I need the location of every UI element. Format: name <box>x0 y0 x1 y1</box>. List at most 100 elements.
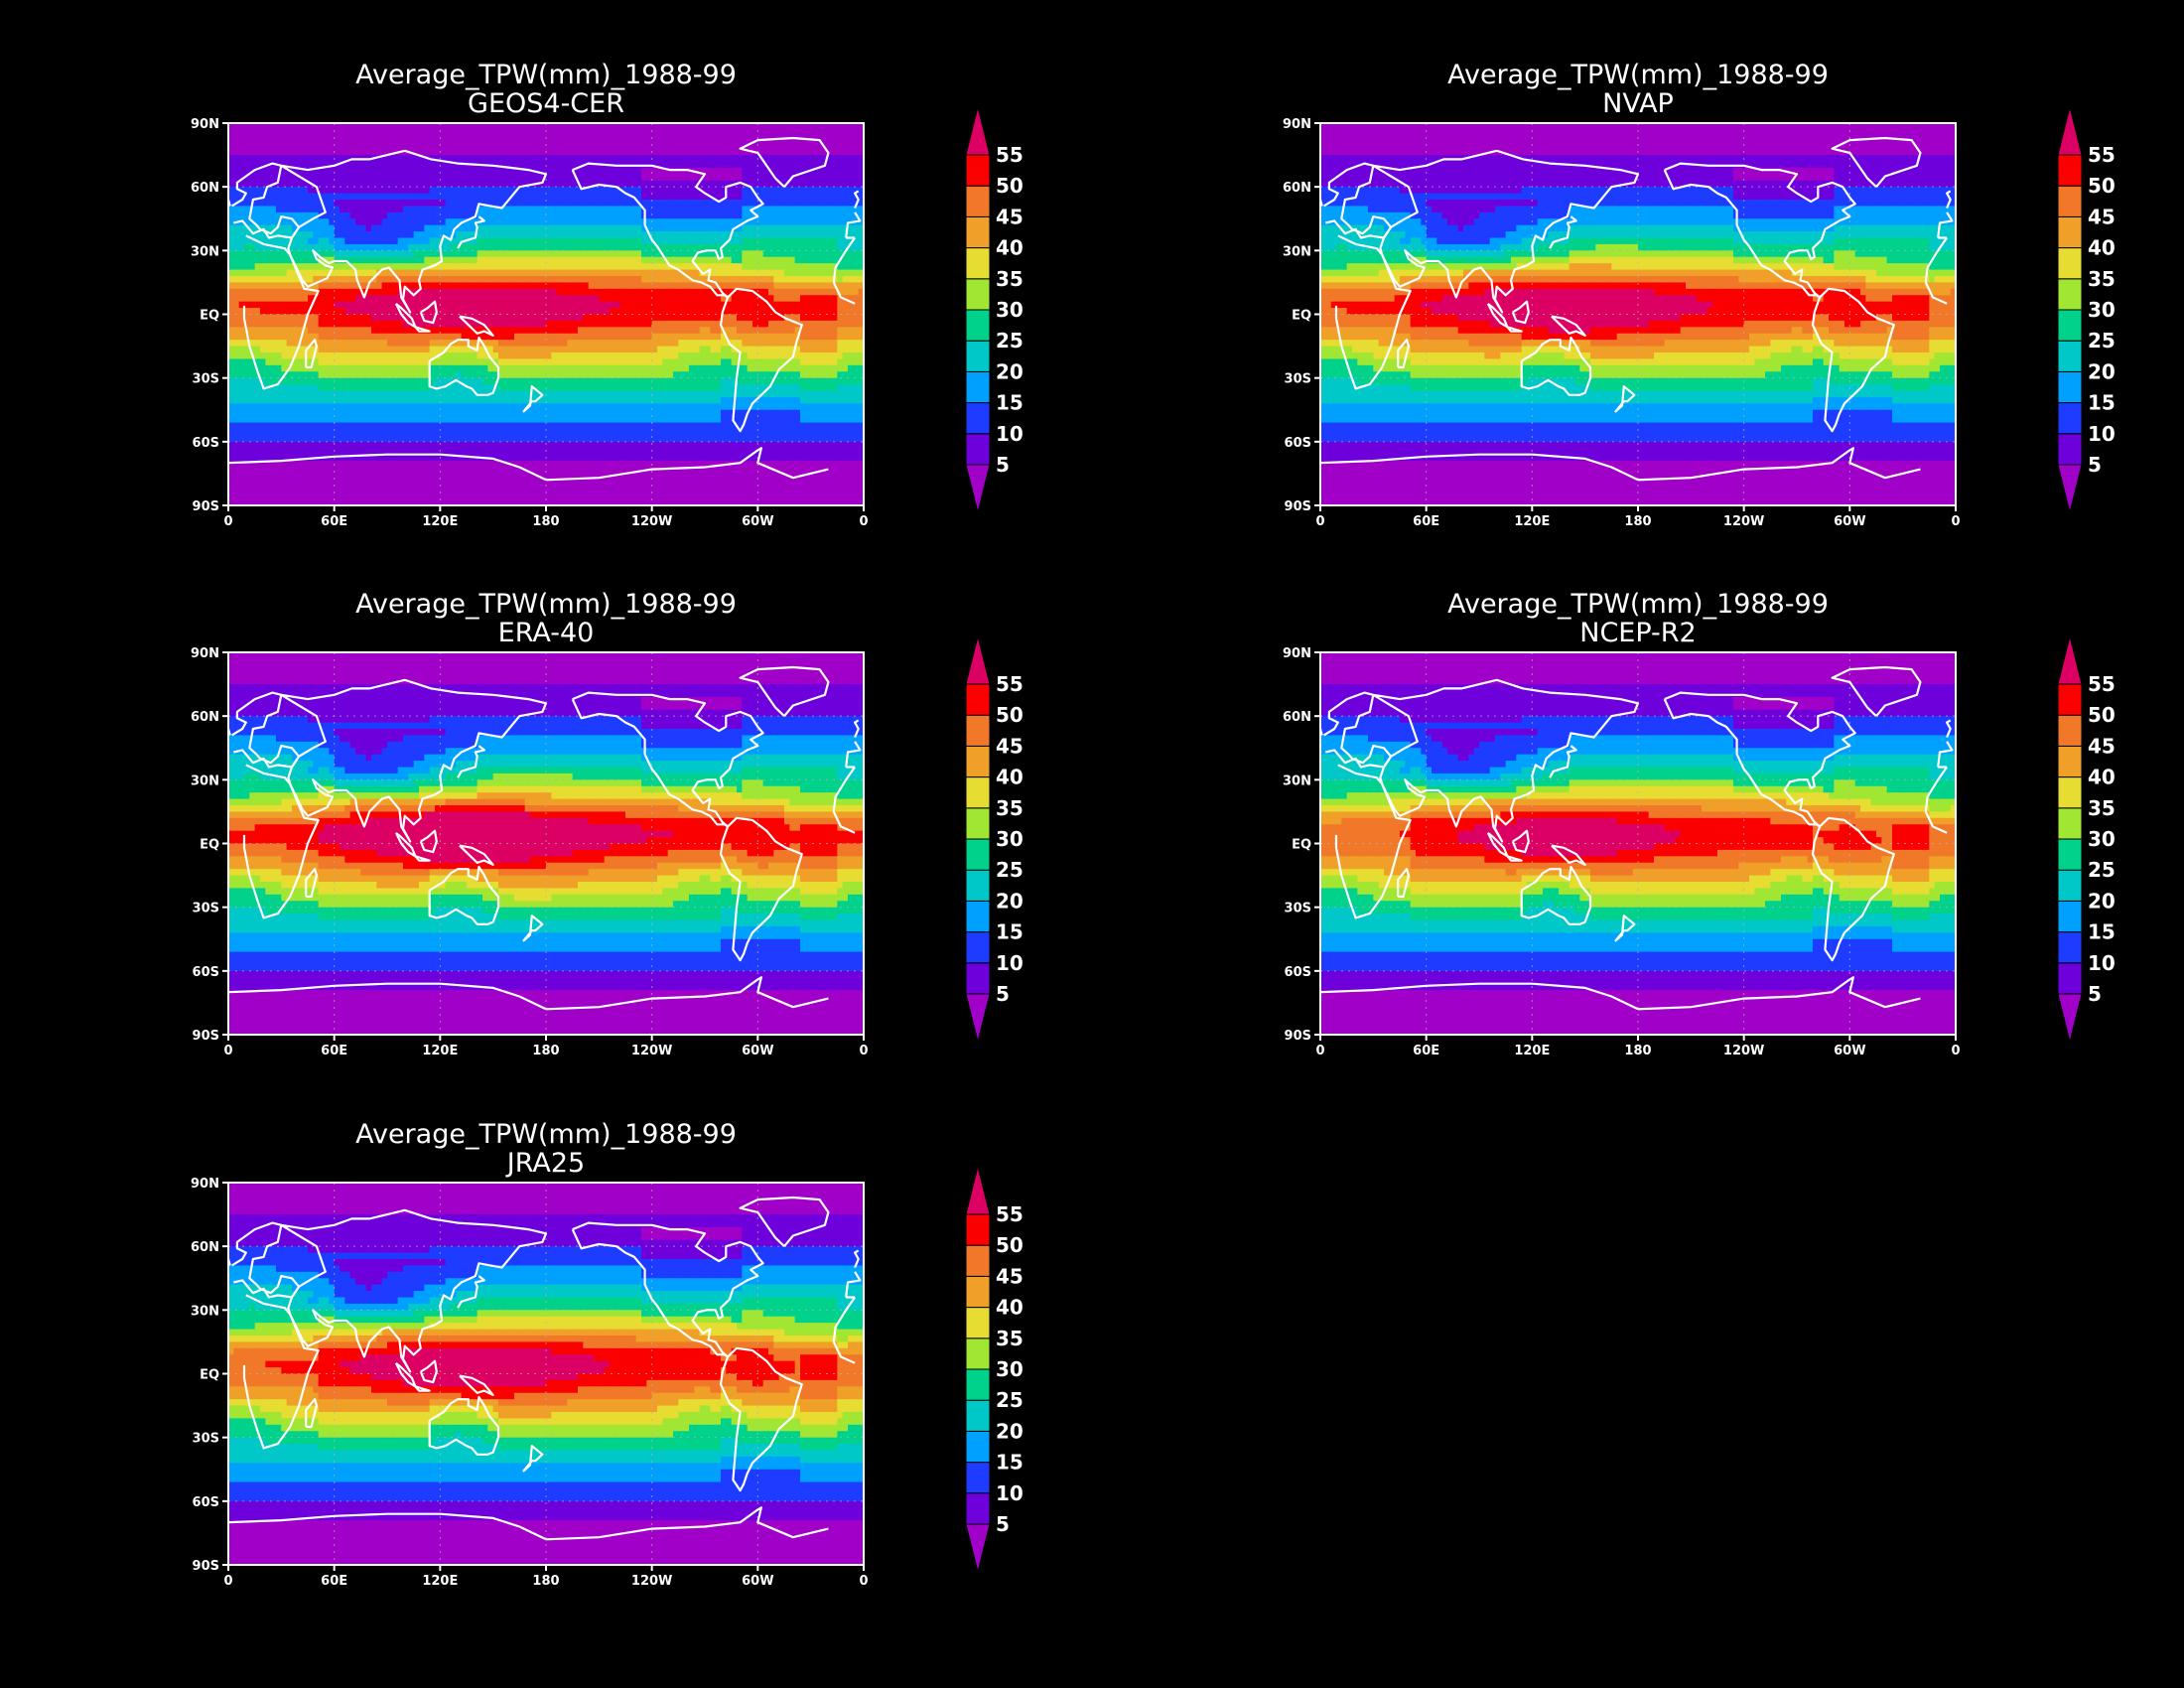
lat-tick-label: EQ <box>200 838 219 853</box>
lat-tick-label: 60N <box>191 1240 219 1255</box>
map-panel: Average_TPW(mm)_1988-99ERA-4090N60N30NEQ… <box>191 589 1024 1058</box>
lat-tick-label: 30N <box>191 774 219 788</box>
panel-title: Average_TPW(mm)_1988-99 <box>355 589 737 620</box>
colorbar-box <box>966 403 990 434</box>
lat-tick-label: 90S <box>193 1559 219 1574</box>
colorbar-label: 45 <box>996 1264 1024 1288</box>
lon-tick-label: 120W <box>1723 1044 1764 1058</box>
colorbar-box <box>966 808 990 839</box>
lat-tick-label: 30S <box>193 1432 219 1447</box>
colorbar-box <box>966 1308 990 1338</box>
lon-tick-label: 180 <box>532 1574 559 1589</box>
colorbar-min-arrow <box>966 994 990 1042</box>
colorbar-box <box>966 901 990 931</box>
colorbar-max-arrow <box>2058 636 2082 684</box>
lat-tick-label: 90S <box>193 499 219 514</box>
colorbar-box <box>966 932 990 963</box>
lat-tick-label: EQ <box>200 309 219 324</box>
colorbar-label: 50 <box>2088 703 2116 727</box>
colorbar-box <box>966 715 990 746</box>
lat-tick-label: 30N <box>1283 774 1311 788</box>
colorbar-box <box>966 870 990 901</box>
lat-tick-label: 90N <box>191 646 219 661</box>
colorbar-min-arrow <box>2058 465 2082 512</box>
lat-tick-label: 30S <box>193 372 219 387</box>
panel-subtitle: JRA25 <box>505 1148 585 1179</box>
panel-subtitle: GEOS4-CER <box>468 88 624 119</box>
panel-title: Average_TPW(mm)_1988-99 <box>1447 589 1829 620</box>
lon-tick-label: 0 <box>1315 1044 1324 1058</box>
panel-title: Average_TPW(mm)_1988-99 <box>355 1119 737 1150</box>
colorbar-min-arrow <box>966 465 990 512</box>
lat-tick-label: 60S <box>1285 965 1311 980</box>
colorbar-box <box>2058 434 2082 465</box>
colorbar-box <box>2058 371 2082 402</box>
lat-tick-label: 90S <box>193 1029 219 1044</box>
lon-tick-label: 120E <box>1514 1044 1550 1058</box>
colorbar-label: 25 <box>996 858 1024 882</box>
lon-tick-label: 60W <box>742 1574 773 1589</box>
panel-title: Average_TPW(mm)_1988-99 <box>355 60 737 90</box>
colorbar-label: 55 <box>2088 672 2116 696</box>
colorbar-box <box>2058 216 2082 247</box>
colorbar-box <box>2058 932 2082 963</box>
colorbar-label: 20 <box>996 889 1024 913</box>
colorbar-label: 35 <box>996 1327 1024 1350</box>
lon-tick-label: 120E <box>422 1574 458 1589</box>
colorbar-label: 20 <box>996 1419 1024 1443</box>
colorbar-label: 15 <box>2088 920 2116 944</box>
colorbar-label: 15 <box>996 1451 1024 1475</box>
colorbar-box <box>2058 715 2082 746</box>
colorbar-box <box>966 746 990 776</box>
colorbar-label: 35 <box>2088 796 2116 820</box>
lon-tick-label: 0 <box>1951 514 1960 529</box>
colorbar-label: 30 <box>996 827 1024 851</box>
colorbar-box <box>2058 341 2082 371</box>
colorbar-label: 25 <box>2088 858 2116 882</box>
lon-tick-label: 120E <box>1514 514 1550 529</box>
colorbar-min-arrow <box>2058 994 2082 1042</box>
lon-tick-label: 180 <box>1624 1044 1651 1058</box>
colorbar-box <box>2058 310 2082 341</box>
colorbar-label: 20 <box>996 359 1024 383</box>
colorbar-box <box>2058 746 2082 776</box>
lat-tick-label: 60S <box>193 436 219 451</box>
lat-tick-label: 30N <box>191 1304 219 1319</box>
lon-tick-label: 60E <box>1413 1044 1439 1058</box>
colorbar-label: 15 <box>996 391 1024 415</box>
colorbar-label: 45 <box>996 734 1024 758</box>
colorbar-label: 10 <box>996 1481 1024 1505</box>
lat-tick-label: 60S <box>193 965 219 980</box>
colorbar-box <box>2058 808 2082 839</box>
lon-tick-label: 120E <box>422 1044 458 1058</box>
colorbar-box <box>2058 279 2082 310</box>
map-panel: Average_TPW(mm)_1988-99NVAP90N60N30NEQ30… <box>1283 60 2116 529</box>
panel-subtitle: ERA-40 <box>498 618 595 648</box>
lat-tick-label: 60N <box>191 181 219 196</box>
colorbar-max-arrow <box>966 636 990 684</box>
colorbar-box <box>2058 839 2082 870</box>
lon-tick-label: 0 <box>859 514 868 529</box>
lat-tick-label: EQ <box>200 1368 219 1383</box>
colorbar-label: 55 <box>996 1202 1024 1226</box>
colorbar-label: 50 <box>2088 174 2116 198</box>
lon-tick-label: 0 <box>223 1044 232 1058</box>
colorbar-label: 15 <box>996 920 1024 944</box>
colorbar-box <box>966 963 990 994</box>
colorbar-label: 45 <box>2088 205 2116 228</box>
panel-title: Average_TPW(mm)_1988-99 <box>1447 60 1829 90</box>
lon-tick-label: 0 <box>223 514 232 529</box>
colorbar-box <box>966 310 990 341</box>
colorbar-box <box>2058 684 2082 715</box>
colorbar-label: 50 <box>996 1233 1024 1257</box>
colorbar-box <box>966 371 990 402</box>
colorbar-box <box>966 186 990 216</box>
colorbar-label: 25 <box>996 1388 1024 1412</box>
colorbar-box <box>966 216 990 247</box>
lon-tick-label: 0 <box>1315 514 1324 529</box>
colorbar-label: 45 <box>2088 734 2116 758</box>
colorbar-label: 25 <box>2088 329 2116 352</box>
